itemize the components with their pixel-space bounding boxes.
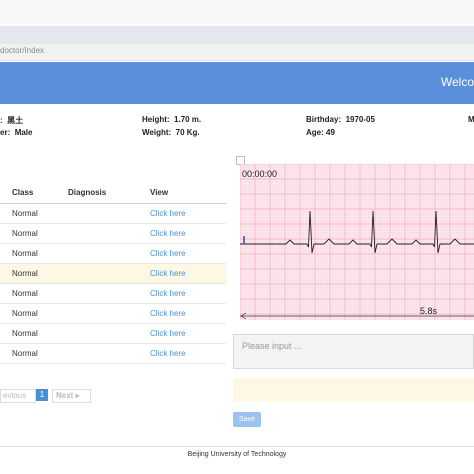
ecg-trace: [240, 210, 474, 254]
row-view-link[interactable]: Click here: [150, 209, 186, 218]
row-class: Normal: [12, 269, 38, 278]
row-class: Normal: [12, 229, 38, 238]
diagnosis-input[interactable]: [234, 335, 474, 357]
footer-text: Beijing University of Technology: [187, 451, 287, 458]
table-row: Normal Click here: [0, 264, 226, 284]
url-text: doctor/Index: [0, 46, 45, 55]
next-label: Next: [56, 391, 74, 400]
result-panel: [233, 378, 474, 402]
previous-label: evious: [3, 391, 27, 400]
ecg-duration-label: 5.8s: [420, 306, 438, 316]
row-class: Normal: [12, 209, 38, 218]
table-row: Normal Click here: [0, 304, 226, 324]
birthday-row: Birthday: 1970-05: [306, 115, 375, 124]
table-header-divider: [0, 203, 226, 204]
row-view-link[interactable]: Click here: [150, 249, 186, 258]
col-header-view: View: [150, 188, 169, 197]
row-class: Normal: [12, 249, 38, 258]
arrow-left-icon: [240, 312, 247, 320]
welcome-text: Welco: [440, 75, 474, 89]
height-row: Height: 1.70 m.: [142, 115, 201, 124]
row-view-link[interactable]: Click here: [150, 289, 186, 298]
height-label: Height:: [142, 115, 170, 124]
row-view-link[interactable]: Click here: [150, 329, 186, 338]
col-header-class: Class: [12, 188, 34, 197]
pagination-previous-button[interactable]: evious: [0, 389, 36, 403]
height-value: 1.70 m.: [174, 115, 202, 124]
app-header: Welco: [0, 62, 474, 104]
diagnosis-input-box[interactable]: [233, 334, 474, 369]
birthday-value: 1970-05: [345, 115, 375, 124]
patient-name-label: : 黑土: [0, 116, 24, 125]
row-view-link[interactable]: Click here: [150, 309, 186, 318]
gender-row: er: Male: [0, 128, 32, 137]
table-row: Normal Click here: [0, 324, 226, 344]
age-value: 49: [326, 128, 335, 137]
col-header-diagnosis: Diagnosis: [68, 188, 107, 197]
table-row: Normal Click here: [0, 204, 226, 224]
row-view-link[interactable]: Click here: [150, 229, 186, 238]
url-row: doctor/Index: [0, 44, 474, 61]
table-row: Normal Click here: [0, 244, 226, 264]
row-view-link[interactable]: Click here: [150, 349, 186, 358]
weight-value: 70 Kg.: [175, 128, 200, 137]
ecg-chart: [240, 164, 474, 320]
chevron-right-icon: ▸: [75, 391, 80, 400]
browser-address-bar[interactable]: [0, 26, 474, 44]
birthday-label: Birthday:: [306, 115, 342, 124]
gender-value: Male: [14, 128, 33, 137]
table-row: Normal Click here: [0, 284, 226, 304]
age-row: Age: 49: [306, 128, 335, 137]
row-view-link[interactable]: Click here: [150, 269, 186, 278]
weight-label: Weight:: [142, 128, 172, 137]
age-label: Age:: [306, 128, 324, 137]
ecg-time-readout: 00:00:00: [242, 169, 278, 179]
patient-name: 黑土: [7, 116, 24, 125]
pagination-next-button[interactable]: Next ▸: [52, 389, 91, 403]
extra-label: M: [468, 115, 474, 124]
footer-divider: [0, 446, 474, 447]
table-row: Normal Click here: [0, 344, 226, 364]
row-class: Normal: [12, 289, 38, 298]
pagination-page-1[interactable]: 1: [36, 389, 48, 401]
row-class: Normal: [12, 349, 38, 358]
row-class: Normal: [12, 329, 38, 338]
browser-top-strip: [0, 0, 474, 24]
weight-row: Weight: 70 Kg.: [142, 128, 200, 137]
row-class: Normal: [12, 309, 38, 318]
save-button[interactable]: Save: [233, 412, 261, 427]
table-row: Normal Click here: [0, 224, 226, 244]
gender-label: er:: [0, 128, 11, 137]
